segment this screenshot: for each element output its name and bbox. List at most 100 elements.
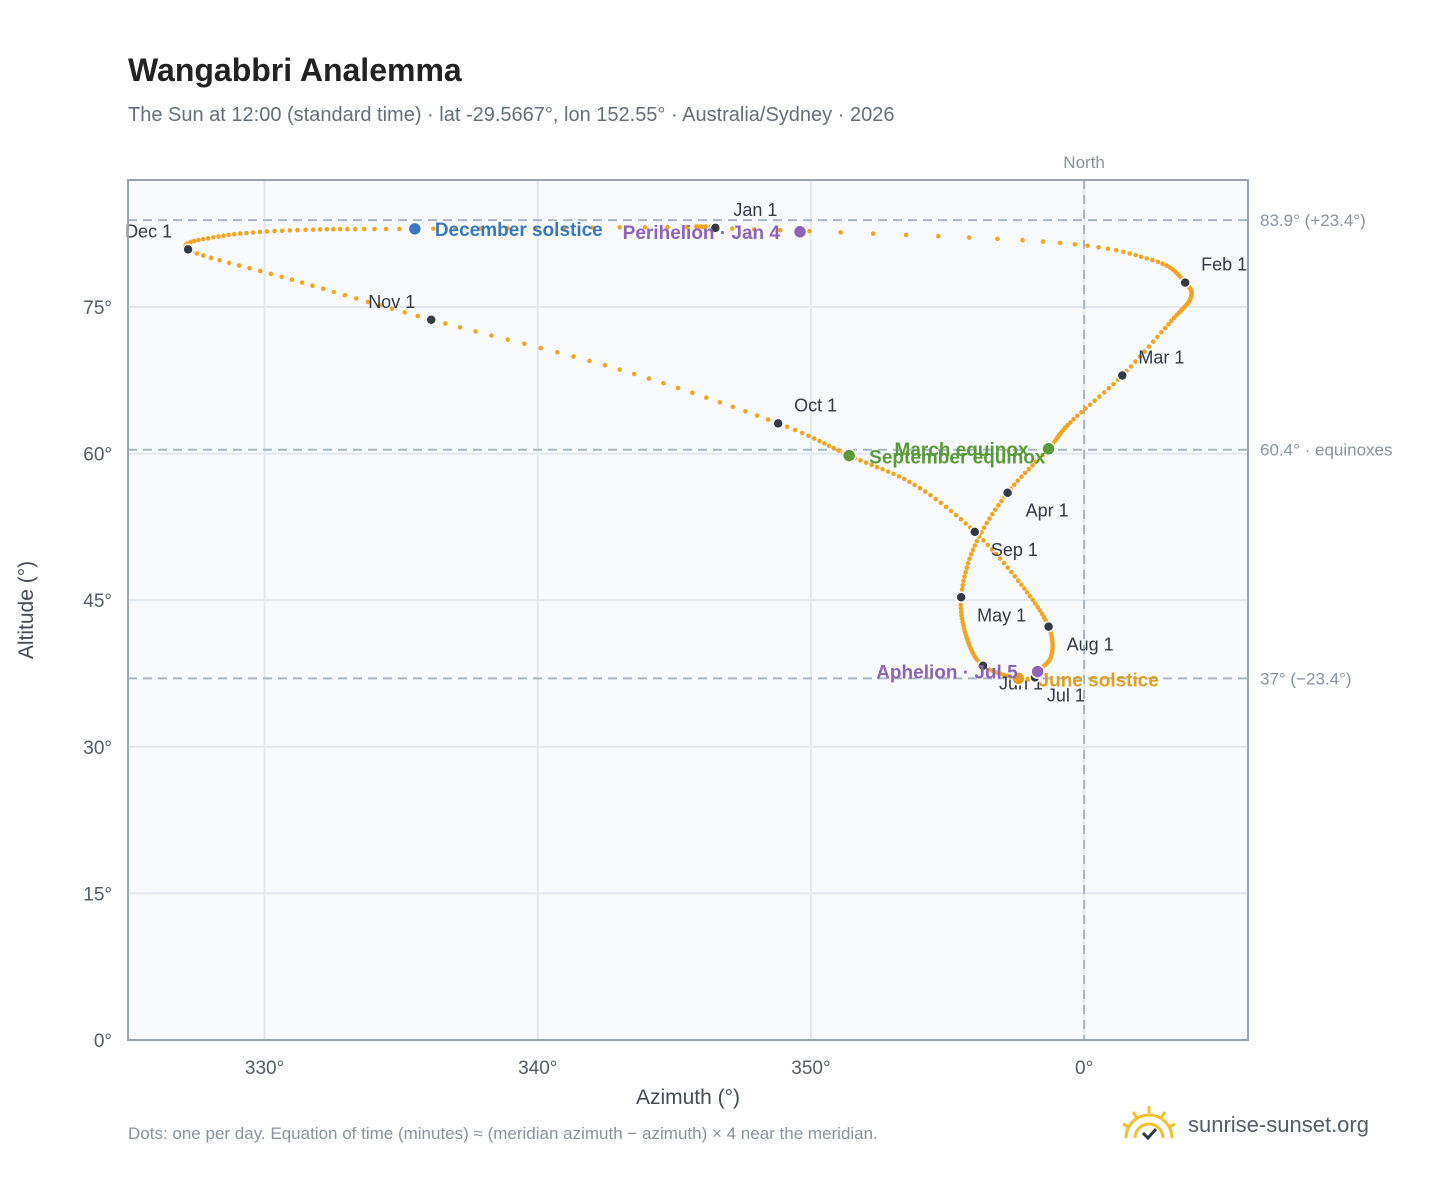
brand: sunrise-sunset.org	[1120, 1100, 1369, 1150]
daily-sun-dot	[1133, 252, 1138, 258]
daily-sun-dot	[232, 231, 237, 237]
daily-sun-dot	[337, 226, 343, 232]
daily-sun-dot	[675, 385, 681, 391]
daily-sun-dot	[257, 268, 263, 274]
daily-sun-dot	[1169, 318, 1174, 324]
daily-sun-dot	[331, 289, 337, 295]
daily-sun-dot	[1015, 478, 1020, 484]
daily-sun-dot	[1022, 470, 1028, 476]
daily-sun-dot	[397, 226, 402, 232]
daily-sun-dot	[1113, 248, 1119, 253]
daily-sun-dot	[1019, 474, 1024, 480]
y-tick-label: 45°	[83, 591, 112, 612]
daily-sun-dot	[200, 236, 206, 242]
daily-sun-dot	[985, 542, 991, 548]
daily-sun-dot	[642, 224, 648, 230]
daily-sun-dot	[1075, 413, 1080, 419]
month-marker-label: Oct 1	[794, 395, 837, 415]
event-marker-dot	[1030, 664, 1045, 679]
daily-sun-dot	[948, 508, 954, 514]
y-tick-label: 75°	[83, 298, 112, 319]
daily-sun-dot	[287, 228, 293, 233]
daily-sun-dot	[1019, 582, 1024, 587]
daily-sun-dot	[1127, 251, 1132, 256]
daily-sun-dot	[966, 235, 972, 240]
daily-sun-dot	[353, 226, 358, 232]
event-marker-label: June solstice	[1039, 670, 1159, 691]
daily-sun-dot	[372, 226, 377, 232]
month-marker-dot	[1001, 486, 1014, 499]
daily-sun-dot	[1040, 239, 1046, 244]
daily-sun-dot	[590, 225, 595, 230]
daily-sun-dot	[1142, 349, 1147, 354]
daily-sun-dot	[831, 445, 837, 451]
x-tick-label: 330°	[245, 1058, 284, 1079]
daily-sun-dot	[917, 485, 923, 491]
daily-sun-dot	[752, 227, 757, 232]
event-marker-dot	[841, 448, 857, 463]
daily-sun-dot	[1111, 381, 1116, 387]
daily-sun-dot	[1035, 604, 1040, 610]
daily-sun-dot	[1033, 601, 1038, 606]
daily-sun-dot	[754, 413, 760, 418]
event-marker-label: Aphelion · Jul 5	[876, 663, 1018, 684]
daily-sun-dot	[993, 551, 999, 557]
daily-sun-dot	[953, 512, 959, 518]
daily-sun-dot	[244, 230, 249, 236]
daily-sun-dot	[1162, 325, 1168, 331]
month-marker-dot	[977, 659, 989, 672]
y-axis-label: Altitude (°)	[15, 561, 38, 659]
daily-sun-dot	[303, 227, 308, 233]
daily-sun-dot	[1033, 459, 1039, 465]
daily-sun-dot	[1085, 243, 1090, 249]
daily-sun-dot	[555, 350, 560, 355]
daily-sun-dot	[704, 395, 709, 400]
daily-sun-dot	[959, 613, 964, 618]
daily-sun-dot	[730, 404, 736, 410]
daily-sun-dot	[817, 438, 822, 444]
daily-sun-dot	[743, 409, 748, 414]
daily-sun-dot	[896, 474, 902, 479]
daily-sun-dot	[997, 556, 1003, 561]
daily-sun-dot	[237, 231, 243, 236]
daily-sun-dot	[778, 228, 783, 233]
event-marker-label: Perihelion · Jan 4	[623, 223, 781, 244]
daily-sun-dot	[453, 226, 458, 231]
daily-sun-dot	[489, 333, 494, 338]
month-marker-label: Nov 1	[368, 292, 415, 312]
daily-sun-dot	[962, 574, 967, 579]
daily-sun-dot	[1155, 334, 1160, 340]
brand-text: sunrise-sunset.org	[1188, 1112, 1369, 1137]
daily-sun-dot	[310, 227, 316, 232]
daily-sun-dot	[870, 231, 876, 236]
x-axis-label: Azimuth (°)	[636, 1086, 740, 1109]
month-marker-dot	[955, 591, 967, 604]
daily-sun-dot	[1001, 560, 1007, 566]
daily-sun-dot	[320, 286, 326, 292]
daily-sun-dot	[1105, 246, 1111, 252]
daily-sun-dot	[289, 277, 295, 283]
daily-sun-dot	[247, 265, 252, 271]
plot-frame	[127, 179, 1249, 1041]
daily-sun-dot	[272, 228, 277, 234]
daily-sun-dot	[1072, 242, 1078, 247]
daily-sun-dot	[194, 251, 200, 256]
y-tick-label: 0°	[94, 1031, 112, 1052]
footnote: Dots: one per day. Equation of time (min…	[128, 1124, 878, 1143]
daily-sun-dot	[993, 507, 998, 512]
daily-sun-dot	[943, 504, 949, 510]
daily-sun-dot	[938, 500, 944, 506]
daily-sun-dot	[1020, 237, 1025, 243]
daily-sun-dot	[665, 224, 670, 230]
month-marker-label: Mar 1	[1138, 347, 1184, 367]
daily-sun-dot	[958, 517, 964, 522]
daily-sun-dot	[457, 325, 463, 330]
x-tick-label: 350°	[791, 1058, 830, 1079]
daily-sun-dot	[1159, 330, 1164, 335]
reference-line-label: 37° (−23.4°)	[1260, 669, 1352, 688]
daily-sun-dot	[960, 582, 966, 588]
daily-sun-dot	[807, 229, 812, 234]
daily-sun-dot	[967, 556, 972, 562]
daily-sun-dot	[431, 226, 436, 231]
daily-sun-dot	[684, 224, 690, 230]
